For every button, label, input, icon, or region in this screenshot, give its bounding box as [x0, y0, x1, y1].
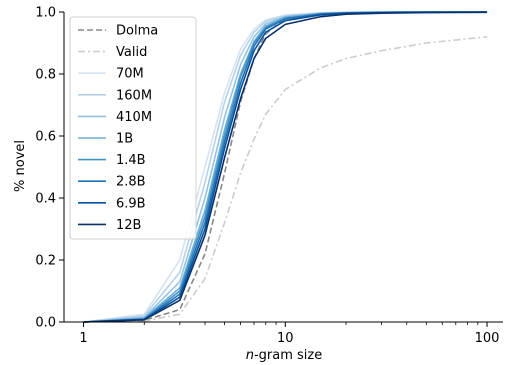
legend-label-12b: 12B: [116, 218, 141, 233]
x-tick-label: 10: [277, 331, 294, 346]
legend-label-410m: 410M: [116, 110, 152, 125]
legend-label-70m: 70M: [116, 67, 144, 82]
y-tick-label: 0.0: [35, 316, 56, 331]
y-axis: 0.0 0.2 0.4 0.6 0.8 1.0: [35, 6, 65, 331]
x-axis-title-text: -gram size: [254, 348, 322, 363]
legend-label-1b: 1B: [116, 132, 133, 147]
series-line-12b: [83, 11, 488, 323]
x-axis: 1 10 100: [64, 321, 503, 346]
legend-label-dolma: Dolma: [116, 24, 158, 39]
plot-area: [83, 11, 488, 323]
legend-label-6-9b: 6.9B: [116, 196, 146, 211]
y-tick-label: 0.4: [35, 192, 56, 207]
y-tick-label: 0.2: [35, 254, 56, 269]
y-tick-label: 1.0: [35, 6, 56, 21]
legend-label-1-4b: 1.4B: [116, 153, 146, 168]
legend-label-160m: 160M: [116, 88, 152, 103]
legend-label-valid: Valid: [116, 45, 147, 60]
y-tick-label: 0.8: [35, 68, 56, 83]
x-tick-label: 100: [475, 331, 500, 346]
y-axis-title: % novel: [13, 140, 28, 192]
legend-label-2-8b: 2.8B: [116, 175, 146, 190]
x-tick-label: 1: [79, 331, 87, 346]
x-axis-title-variable: n: [246, 348, 254, 363]
series-line-dolma: [83, 11, 488, 323]
x-axis-title: n-gram size: [246, 348, 323, 363]
y-tick-label: 0.6: [35, 130, 56, 145]
legend: Dolma Valid 70M 160M 410M 1B 1.4B 2.8B 6.9B 12B: [69, 16, 197, 240]
series-line-valid: [83, 36, 488, 323]
